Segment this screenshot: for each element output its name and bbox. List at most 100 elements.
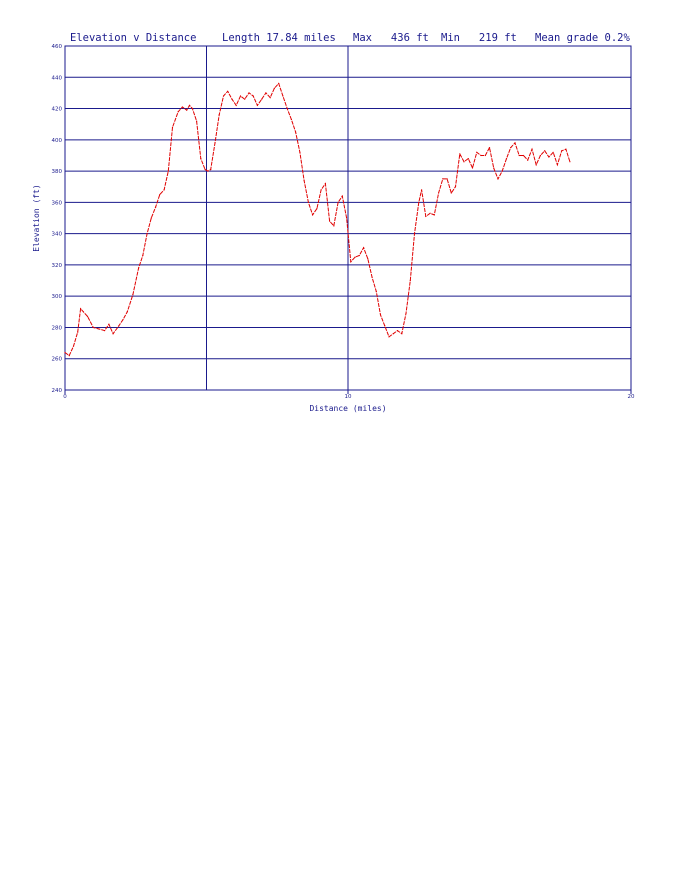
data-point bbox=[235, 104, 237, 106]
data-point bbox=[476, 151, 478, 153]
data-point bbox=[239, 95, 242, 97]
data-point bbox=[256, 104, 258, 106]
data-point bbox=[299, 151, 301, 153]
data-point bbox=[248, 92, 250, 94]
data-point bbox=[527, 159, 529, 161]
data-point bbox=[312, 214, 314, 216]
data-point bbox=[450, 192, 452, 194]
data-point bbox=[459, 153, 461, 155]
data-point bbox=[384, 325, 386, 327]
data-point bbox=[367, 258, 369, 260]
data-point bbox=[278, 82, 280, 85]
data-point bbox=[446, 178, 448, 180]
x-axis-label: Distance (miles) bbox=[309, 404, 386, 413]
data-point bbox=[295, 131, 297, 133]
data-point bbox=[401, 333, 403, 335]
data-point bbox=[548, 156, 550, 158]
data-point bbox=[118, 325, 120, 327]
data-point bbox=[244, 98, 246, 100]
data-point bbox=[104, 330, 106, 332]
grid-lines bbox=[65, 45, 631, 391]
data-point bbox=[569, 161, 571, 163]
data-point bbox=[493, 167, 495, 169]
data-point bbox=[418, 201, 420, 203]
data-point bbox=[163, 189, 165, 191]
data-point bbox=[346, 217, 348, 219]
data-point bbox=[552, 151, 554, 153]
y-tick-label: 400 bbox=[52, 138, 63, 144]
data-point bbox=[231, 98, 233, 100]
data-point bbox=[337, 201, 339, 203]
y-axis-label: Elevation (ft) bbox=[32, 184, 41, 251]
data-point bbox=[282, 95, 284, 97]
data-point bbox=[544, 150, 546, 152]
y-tick-label: 380 bbox=[52, 169, 63, 175]
data-point bbox=[92, 326, 94, 329]
data-point bbox=[196, 120, 198, 122]
data-point bbox=[497, 178, 499, 180]
y-tick-labels: 240 260 280 300 320 340 360 380 400 420 440 460 bbox=[52, 44, 63, 394]
data-point bbox=[159, 193, 161, 196]
data-point bbox=[303, 179, 305, 182]
data-point bbox=[484, 154, 486, 157]
x-tick-labels: 0 10 20 bbox=[63, 390, 635, 400]
data-point bbox=[320, 189, 322, 191]
y-tick-label: 300 bbox=[52, 294, 63, 300]
x-tick-label: 20 bbox=[628, 394, 635, 400]
y-tick-label: 260 bbox=[52, 357, 63, 363]
data-point bbox=[518, 154, 520, 157]
data-point bbox=[188, 104, 191, 106]
x-tick-label: 0 bbox=[63, 394, 67, 400]
length-stat: Length 17.84 miles bbox=[222, 32, 336, 44]
data-point bbox=[341, 195, 343, 197]
data-point bbox=[354, 256, 356, 258]
data-point bbox=[409, 279, 411, 282]
data-point bbox=[210, 168, 212, 171]
data-point bbox=[442, 178, 444, 180]
data-point bbox=[82, 311, 84, 313]
data-point bbox=[405, 312, 407, 314]
data-point bbox=[77, 331, 79, 333]
data-point bbox=[350, 261, 352, 263]
data-point bbox=[132, 294, 134, 296]
data-point bbox=[429, 212, 431, 214]
data-point bbox=[273, 87, 275, 89]
data-point bbox=[522, 154, 525, 157]
data-point bbox=[214, 142, 216, 144]
data-point bbox=[556, 164, 559, 166]
data-point bbox=[167, 170, 169, 172]
data-point bbox=[329, 220, 331, 222]
y-tick-label: 420 bbox=[52, 107, 63, 113]
data-point bbox=[438, 192, 440, 194]
data-point bbox=[467, 158, 469, 160]
data-point bbox=[290, 118, 292, 121]
data-point bbox=[126, 311, 128, 313]
data-point bbox=[379, 314, 382, 316]
data-point bbox=[252, 95, 254, 97]
data-point bbox=[358, 254, 360, 257]
data-point bbox=[80, 308, 82, 310]
data-point bbox=[142, 254, 144, 257]
data-point bbox=[501, 170, 503, 172]
data-point bbox=[539, 154, 542, 157]
data-point bbox=[150, 217, 152, 219]
data-point bbox=[425, 215, 427, 217]
x-tick-label: 10 bbox=[345, 394, 352, 400]
max-stat: Max 436 ft bbox=[353, 32, 429, 44]
mean-grade-stat: Mean grade 0.2% bbox=[535, 32, 631, 44]
data-point bbox=[324, 183, 326, 185]
data-point bbox=[269, 97, 271, 99]
data-point bbox=[488, 147, 491, 149]
min-stat: Min 219 ft bbox=[441, 32, 517, 44]
data-point bbox=[218, 114, 220, 116]
data-point bbox=[72, 345, 75, 347]
data-point bbox=[108, 323, 110, 325]
data-point bbox=[122, 319, 124, 321]
data-point bbox=[396, 330, 399, 332]
data-point bbox=[505, 158, 508, 160]
data-point bbox=[388, 336, 390, 338]
y-tick-label: 360 bbox=[52, 200, 63, 206]
data-point bbox=[433, 214, 435, 216]
y-tick-label: 440 bbox=[52, 75, 63, 81]
data-point bbox=[222, 95, 225, 97]
